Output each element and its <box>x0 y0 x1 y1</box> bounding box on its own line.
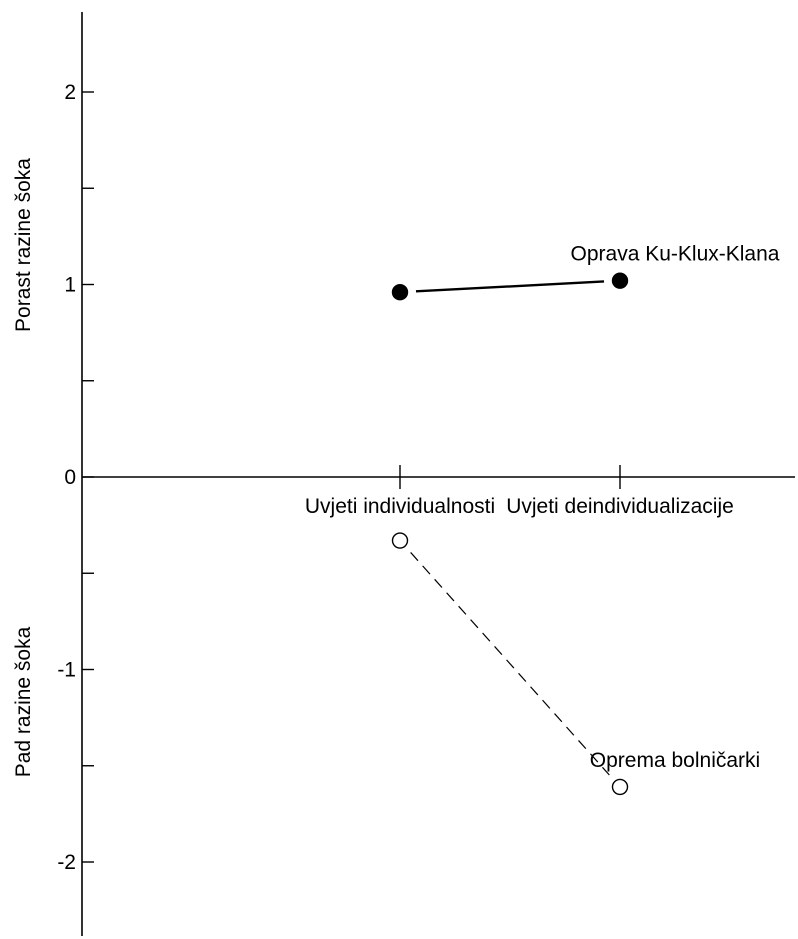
x-category-label: Uvjeti deindividualizacije <box>506 495 734 518</box>
y-tick-label: -2 <box>57 851 76 874</box>
x-ticks: Uvjeti individualnosti Uvjeti deindividua… <box>305 465 734 518</box>
series-line-1 <box>415 280 605 293</box>
y-ticks: 2 1 0 -1 -2 <box>57 81 94 874</box>
series-1-point <box>391 284 409 301</box>
series-label-1: Oprava Ku-Klux-Klana <box>571 243 780 266</box>
series-layer: Oprava Ku-Klux-Klana Oprema bolničarki <box>391 243 780 796</box>
series-1-point <box>611 272 629 289</box>
x-category-label: Uvjeti individualnosti <box>305 495 495 518</box>
y-axis-title-upper: Porast razine šoka <box>12 158 35 332</box>
y-tick-label: -1 <box>57 659 76 682</box>
series-2-point <box>391 532 409 549</box>
y-tick-label: 0 <box>64 466 76 489</box>
series-2-point <box>611 778 629 796</box>
series-line-2 <box>410 552 610 776</box>
y-axis-title-lower: Pad razine šoka <box>12 626 35 777</box>
y-tick-label: 2 <box>64 81 76 104</box>
y-tick-label: 1 <box>64 274 76 297</box>
series-label-2: Oprema bolničarki <box>590 749 760 772</box>
